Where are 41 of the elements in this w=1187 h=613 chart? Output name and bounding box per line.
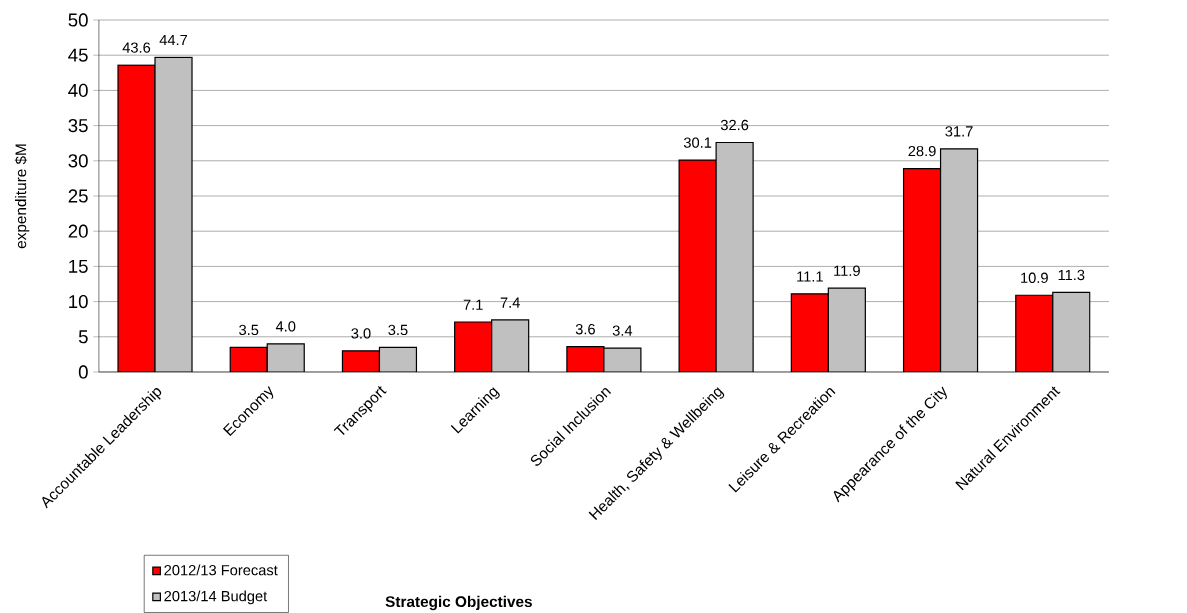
data-label: 3.4 xyxy=(612,325,633,336)
data-label: 3.6 xyxy=(575,324,595,335)
data-label: 28.9 xyxy=(908,145,936,157)
data-label: 11.1 xyxy=(797,271,823,282)
bar xyxy=(678,159,717,372)
bar xyxy=(566,346,605,372)
data-label: 11.3 xyxy=(1058,269,1085,281)
data-label: 7.4 xyxy=(500,297,520,308)
bar xyxy=(454,321,493,372)
bar xyxy=(229,346,268,372)
legend-label: 2013/14 Budget xyxy=(164,590,268,605)
data-label: 3.5 xyxy=(239,324,259,336)
y-tick-label: 20 xyxy=(68,224,88,238)
y-tick-label: 0 xyxy=(78,365,88,379)
y-tick-label: 35 xyxy=(68,118,88,133)
legend-label: 2012/13 Forecast xyxy=(164,564,278,576)
y-tick-label: 50 xyxy=(68,13,88,27)
data-label: 7.1 xyxy=(463,299,483,310)
y-tick-label: 15 xyxy=(69,259,88,273)
bar xyxy=(1015,294,1054,372)
data-label: 11.9 xyxy=(834,265,860,276)
x-axis-title: Strategic Objectives xyxy=(385,595,532,611)
y-tick-label: 10 xyxy=(69,294,88,309)
y-tick-label: 25 xyxy=(68,189,88,203)
data-label: 30.1 xyxy=(683,137,712,148)
data-label: 3.0 xyxy=(351,328,371,339)
data-label: 31.7 xyxy=(945,126,973,137)
bar xyxy=(790,293,829,372)
data-label: 4.0 xyxy=(275,321,296,332)
y-tick-label: 45 xyxy=(68,48,88,62)
data-label: 32.6 xyxy=(720,119,749,131)
y-tick-label: 5 xyxy=(78,330,88,344)
data-label: 44.7 xyxy=(159,34,188,46)
y-tick-label: 30 xyxy=(68,154,88,168)
y-axis-title: expenditure $M xyxy=(14,144,30,249)
bar xyxy=(902,167,942,372)
data-label: 43.6 xyxy=(122,42,151,53)
data-label: 3.5 xyxy=(388,324,408,336)
y-tick-label: 40 xyxy=(68,83,88,98)
data-label: 10.9 xyxy=(1021,272,1048,283)
bar xyxy=(117,64,156,372)
